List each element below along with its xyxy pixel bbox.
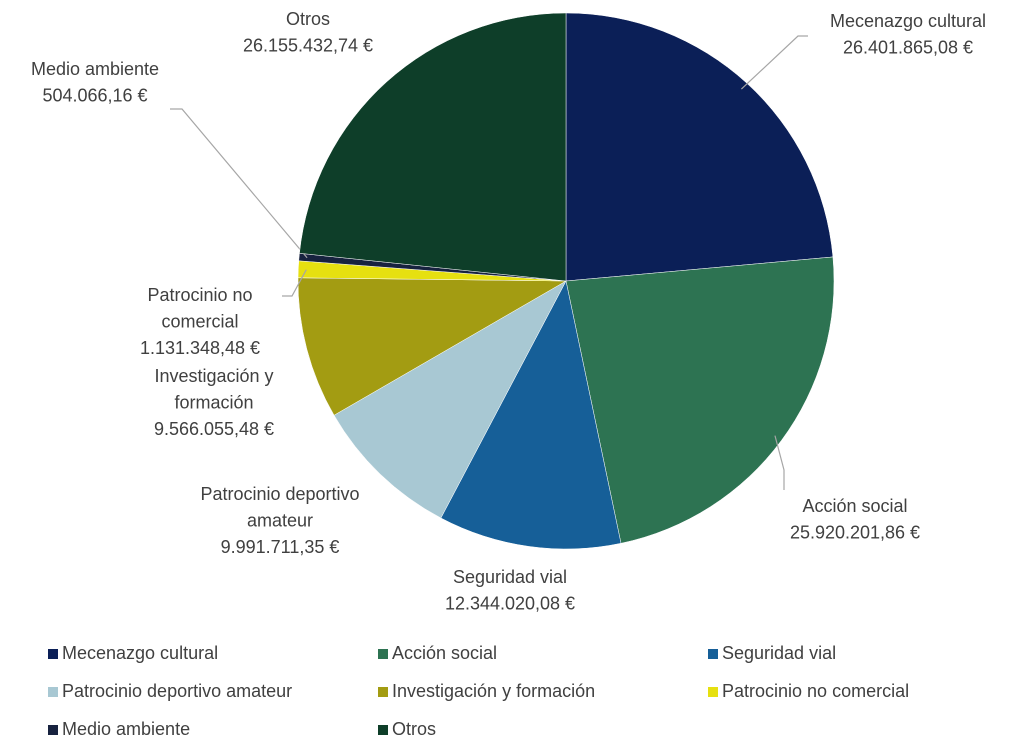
data-label-category: Medio ambiente bbox=[31, 59, 159, 79]
legend-swatch bbox=[378, 725, 388, 735]
data-label-value: 9.566.055,48 € bbox=[154, 419, 274, 439]
legend-label: Otros bbox=[392, 719, 436, 739]
data-label-category: Patrocinio no comercial bbox=[147, 285, 252, 332]
data-label-category: Seguridad vial bbox=[453, 567, 567, 587]
data-label-value: 504.066,16 € bbox=[42, 85, 147, 105]
legend-label: Patrocinio deportivo amateur bbox=[62, 681, 292, 701]
legend-swatch bbox=[378, 687, 388, 697]
data-label-category: Acción social bbox=[802, 496, 907, 516]
legend-swatch bbox=[48, 649, 58, 659]
legend-label: Acción social bbox=[392, 643, 497, 663]
leader-line bbox=[740, 35, 808, 90]
legend-label: Seguridad vial bbox=[722, 643, 836, 663]
pie-slice bbox=[333, 280, 567, 519]
legend-swatch bbox=[48, 725, 58, 735]
data-label-category: Mecenazgo cultural bbox=[830, 11, 986, 31]
legend-swatch bbox=[48, 687, 58, 697]
data-label-value: 26.155.432,74 € bbox=[243, 35, 373, 55]
legend-label: Medio ambiente bbox=[62, 719, 190, 739]
data-label-value: 26.401.865,08 € bbox=[843, 37, 973, 57]
pie-slice bbox=[565, 12, 834, 282]
data-label-category: Otros bbox=[286, 9, 330, 29]
legend-label: Patrocinio no comercial bbox=[722, 681, 909, 701]
pie-slice bbox=[299, 12, 567, 282]
data-label-value: 9.991.711,35 € bbox=[221, 537, 340, 557]
data-label-category: Patrocinio deportivo amateur bbox=[200, 484, 359, 531]
data-label-value: 25.920.201,86 € bbox=[790, 522, 920, 542]
legend-swatch bbox=[708, 649, 718, 659]
leader-line bbox=[282, 269, 307, 297]
pie-slice bbox=[565, 256, 835, 544]
legend-label: Investigación y formación bbox=[392, 681, 595, 701]
legend-swatch bbox=[378, 649, 388, 659]
leader-line bbox=[774, 435, 785, 490]
legend-swatch bbox=[708, 687, 718, 697]
leader-line bbox=[170, 108, 308, 259]
data-label-value: 12.344.020,08 € bbox=[445, 593, 575, 613]
data-label-category: Investigación y formación bbox=[154, 366, 273, 413]
legend-label: Mecenazgo cultural bbox=[62, 643, 218, 663]
pie-slice bbox=[440, 280, 622, 550]
data-label-value: 1.131.348,48 € bbox=[140, 338, 260, 358]
